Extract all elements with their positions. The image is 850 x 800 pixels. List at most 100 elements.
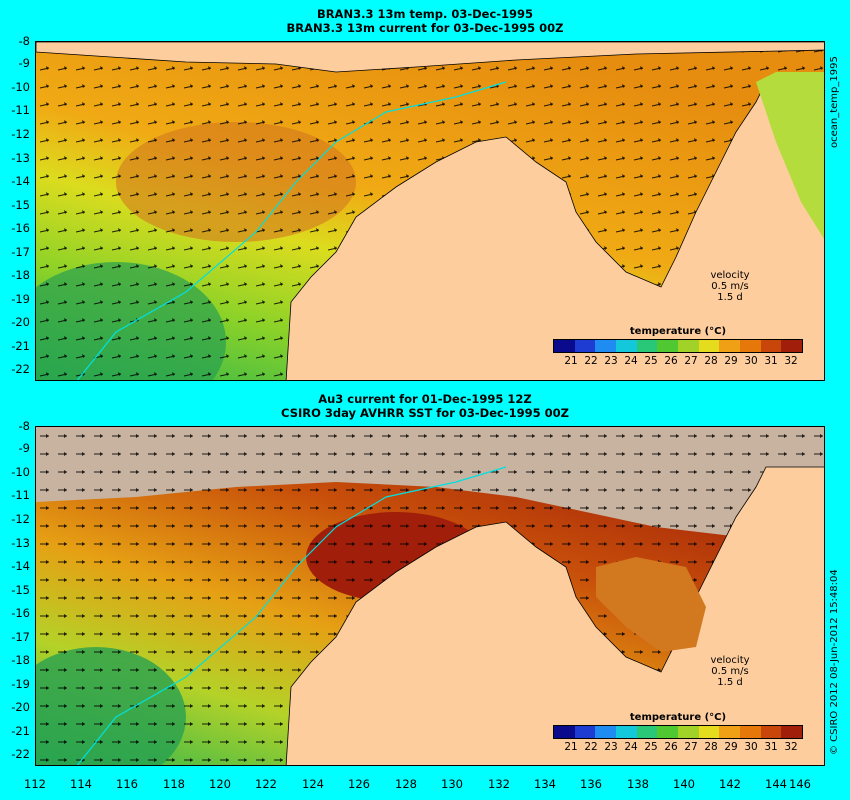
y-tick: -19 xyxy=(11,292,30,306)
legend-tick: 29 xyxy=(724,355,738,367)
y-tick: -16 xyxy=(11,221,30,235)
bottom-isobath xyxy=(76,466,507,765)
y-tick: -22 xyxy=(11,747,30,761)
legend-tick: 22 xyxy=(584,741,598,753)
top-side-label: ocean_temp_1995 xyxy=(829,56,840,148)
y-tick: -21 xyxy=(11,724,30,738)
bottom-map-canvas xyxy=(36,427,824,765)
legend-tick: 32 xyxy=(784,355,798,367)
top-legend: temperature (°C) 21 22 23 24 25 26 27 28… xyxy=(553,326,803,367)
velocity-scale: 0.5 m/s xyxy=(711,281,749,292)
velocity-label: velocity xyxy=(710,655,750,666)
x-tick: 138 xyxy=(627,777,649,791)
top-north-land xyxy=(36,42,824,73)
legend-tick: 30 xyxy=(744,741,758,753)
y-tick: -12 xyxy=(11,512,30,526)
top-map-canvas xyxy=(36,42,824,380)
y-tick: -17 xyxy=(11,630,30,644)
x-tick: 114 xyxy=(70,777,92,791)
x-tick: 134 xyxy=(534,777,556,791)
bottom-cape-sst xyxy=(596,557,706,652)
y-tick: -14 xyxy=(11,559,30,573)
legend-ticks: 21 22 23 24 25 26 27 28 29 30 31 32 xyxy=(553,741,803,753)
legend-title: temperature (°C) xyxy=(629,712,727,723)
y-tick: -15 xyxy=(11,583,30,597)
velocity-scale: 0.5 m/s xyxy=(711,666,749,677)
top-title-line1: BRAN3.3 13m temp. 03-Dec-1995 xyxy=(316,7,534,21)
y-tick: -22 xyxy=(11,362,30,376)
legend-tick: 29 xyxy=(724,741,738,753)
y-tick: -20 xyxy=(11,700,30,714)
x-tick: 122 xyxy=(255,777,277,791)
y-tick: -8 xyxy=(18,34,30,48)
legend-tick: 25 xyxy=(644,355,658,367)
top-title-line2: BRAN3.3 13m current for 03-Dec-1995 00Z xyxy=(286,21,564,35)
bottom-legend: temperature (°C) 21 22 23 24 25 26 27 28… xyxy=(553,712,803,753)
legend-colorbar xyxy=(553,339,803,353)
bottom-title-line1: Au3 current for 01-Dec-1995 12Z xyxy=(318,392,532,406)
legend-tick: 27 xyxy=(684,741,698,753)
legend-tick: 28 xyxy=(704,741,718,753)
top-australia-land xyxy=(285,81,824,380)
legend-tick: 24 xyxy=(624,741,638,753)
bottom-side-label: © CSIRO 2012 08-Jun-2012 15:48:04 xyxy=(829,569,840,755)
x-tick: 112 xyxy=(24,777,46,791)
x-tick: 126 xyxy=(348,777,370,791)
legend-tick: 26 xyxy=(664,741,678,753)
x-tick: 120 xyxy=(209,777,231,791)
x-tick: 144 xyxy=(765,777,787,791)
legend-ticks: 21 22 23 24 25 26 27 28 29 30 31 32 xyxy=(553,355,803,367)
y-tick: -12 xyxy=(11,127,30,141)
top-velocity-key: velocity 0.5 m/s 1.5 d xyxy=(705,270,755,303)
y-tick: -20 xyxy=(11,315,30,329)
y-tick: -13 xyxy=(11,536,30,550)
y-tick: -21 xyxy=(11,339,30,353)
y-tick: -13 xyxy=(11,151,30,165)
velocity-time: 1.5 d xyxy=(717,292,743,303)
legend-colorbar xyxy=(553,725,803,739)
bottom-australia-land xyxy=(285,466,824,765)
x-tick: 132 xyxy=(488,777,510,791)
top-isobath xyxy=(76,81,507,380)
y-tick: -18 xyxy=(11,268,30,282)
y-tick: -19 xyxy=(11,677,30,691)
x-tick: 118 xyxy=(163,777,185,791)
y-tick: -9 xyxy=(18,441,30,455)
x-tick: 142 xyxy=(719,777,741,791)
legend-tick: 21 xyxy=(564,355,578,367)
legend-tick: 32 xyxy=(784,741,798,753)
bottom-title-line2: CSIRO 3day AVHRR SST for 03-Dec-1995 00Z xyxy=(281,406,569,420)
y-tick: -18 xyxy=(11,653,30,667)
bottom-velocity-key: velocity 0.5 m/s 1.5 d xyxy=(705,655,755,688)
y-tick: -11 xyxy=(11,103,30,117)
velocity-label: velocity xyxy=(710,270,750,281)
y-tick: -8 xyxy=(18,419,30,433)
x-tick: 124 xyxy=(302,777,324,791)
x-tick: 130 xyxy=(441,777,463,791)
legend-tick: 28 xyxy=(704,355,718,367)
y-tick: -16 xyxy=(11,606,30,620)
x-tick: 146 xyxy=(789,777,811,791)
y-tick: -9 xyxy=(18,56,30,70)
top-map[interactable] xyxy=(35,41,825,381)
y-tick: -17 xyxy=(11,245,30,259)
legend-tick: 26 xyxy=(664,355,678,367)
legend-tick: 23 xyxy=(604,355,618,367)
legend-tick: 31 xyxy=(764,355,778,367)
y-tick: -14 xyxy=(11,174,30,188)
y-tick: -10 xyxy=(11,80,30,94)
x-tick: 128 xyxy=(395,777,417,791)
legend-tick: 23 xyxy=(604,741,618,753)
top-gulf-water xyxy=(756,72,824,239)
velocity-time: 1.5 d xyxy=(717,677,743,688)
x-tick: 140 xyxy=(673,777,695,791)
legend-tick: 22 xyxy=(584,355,598,367)
legend-tick: 25 xyxy=(644,741,658,753)
x-tick: 116 xyxy=(116,777,138,791)
x-tick: 136 xyxy=(580,777,602,791)
bottom-map[interactable] xyxy=(35,426,825,766)
y-tick: -10 xyxy=(11,465,30,479)
legend-tick: 21 xyxy=(564,741,578,753)
legend-tick: 27 xyxy=(684,355,698,367)
y-tick: -15 xyxy=(11,198,30,212)
